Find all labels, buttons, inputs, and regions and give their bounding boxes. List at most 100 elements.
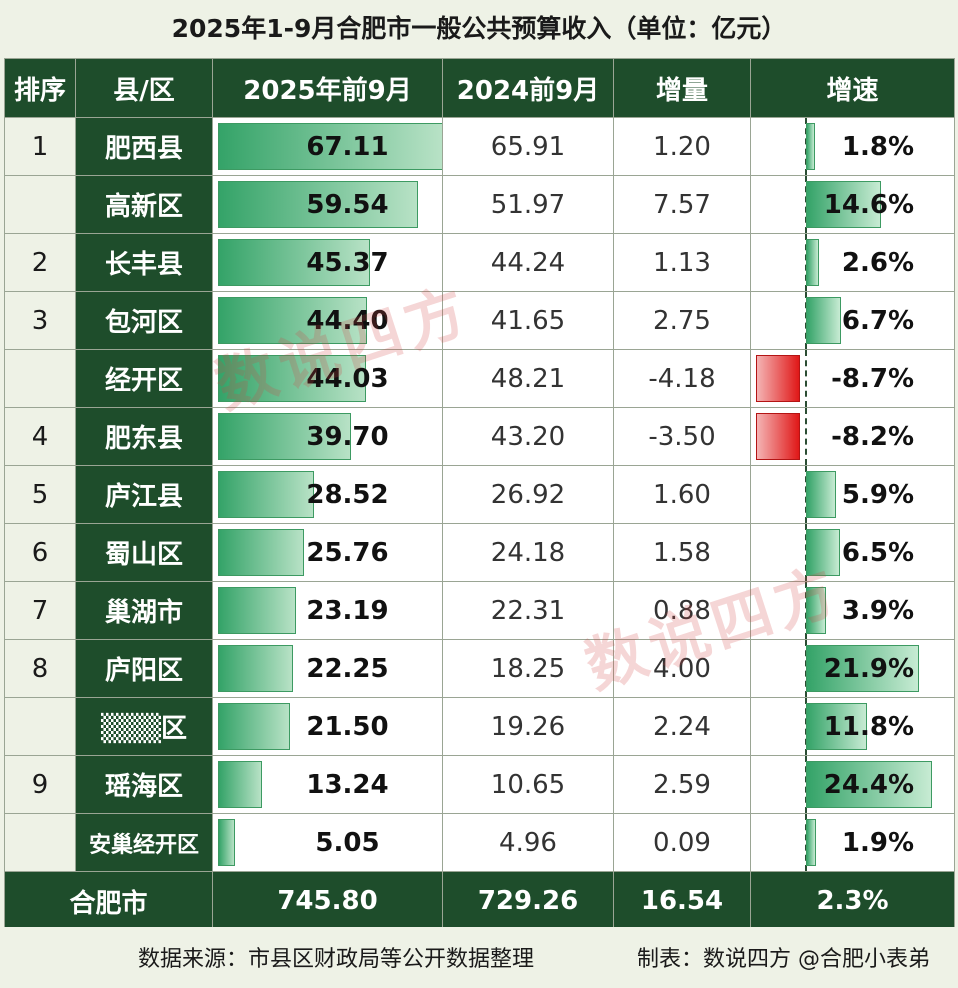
rank-cell: 6: [5, 524, 76, 582]
growth-label: 1.8%: [842, 118, 914, 175]
rank-cell: [5, 350, 76, 408]
growth-label: 21.9%: [824, 640, 914, 697]
value-2025-cell: 21.50: [213, 698, 443, 756]
value-2025-cell: 22.25: [213, 640, 443, 698]
growth-bar: [756, 355, 800, 402]
growth-cell: 11.8%: [751, 698, 955, 756]
growth-cell: 6.7%: [751, 292, 955, 350]
growth-cell: 2.6%: [751, 234, 955, 292]
growth-zero-axis: [805, 350, 807, 407]
value-2024-cell: 65.91: [443, 118, 614, 176]
delta-cell: 1.13: [614, 234, 751, 292]
table-title: 2025年1-9月合肥市一般公共预算收入（单位：亿元）: [0, 0, 958, 58]
growth-label: 6.5%: [842, 524, 914, 581]
district-name-cell: 长丰县: [76, 234, 213, 292]
rank-cell: 9: [5, 756, 76, 814]
growth-cell: -8.2%: [751, 408, 955, 466]
rank-cell: 3: [5, 292, 76, 350]
value-2025-label: 28.52: [213, 466, 442, 523]
growth-label: 3.9%: [842, 582, 914, 639]
table-row: 1 肥西县 67.11 65.91 1.20 1.8%: [5, 118, 955, 176]
value-2025-label: 45.37: [213, 234, 442, 291]
value-2025-cell: 39.70: [213, 408, 443, 466]
growth-label: 14.6%: [824, 176, 914, 233]
growth-cell: 14.6%: [751, 176, 955, 234]
table-row: 8 庐阳区 22.25 18.25 4.00 21.9%: [5, 640, 955, 698]
growth-cell: -8.7%: [751, 350, 955, 408]
value-2025-label: 5.05: [213, 814, 442, 871]
rank-cell: [5, 814, 76, 872]
value-2025-label: 67.11: [213, 118, 442, 175]
value-2025-cell: 59.54: [213, 176, 443, 234]
value-2025-label: 22.25: [213, 640, 442, 697]
district-name-cell: 包河区: [76, 292, 213, 350]
district-name-cell: 庐阳区: [76, 640, 213, 698]
value-2025-label: 23.19: [213, 582, 442, 639]
value-2024-cell: 19.26: [443, 698, 614, 756]
growth-zero-axis: [805, 408, 807, 465]
col-header-rank: 排序: [5, 59, 76, 118]
delta-cell: -4.18: [614, 350, 751, 408]
district-name-cell: ▒▒▒区: [76, 698, 213, 756]
district-name-cell: 肥西县: [76, 118, 213, 176]
value-2025-label: 21.50: [213, 698, 442, 755]
growth-label: 11.8%: [824, 698, 914, 755]
growth-bar: [806, 819, 816, 866]
value-2025-cell: 5.05: [213, 814, 443, 872]
growth-cell: 5.9%: [751, 466, 955, 524]
rank-cell: 8: [5, 640, 76, 698]
value-2024-cell: 41.65: [443, 292, 614, 350]
growth-cell: 21.9%: [751, 640, 955, 698]
district-name-cell: 肥东县: [76, 408, 213, 466]
delta-cell: 4.00: [614, 640, 751, 698]
value-2024-cell: 18.25: [443, 640, 614, 698]
delta-cell: 1.60: [614, 466, 751, 524]
growth-label: 6.7%: [842, 292, 914, 349]
delta-cell: 2.75: [614, 292, 751, 350]
total-2025: 745.80: [213, 872, 443, 931]
value-2024-cell: 22.31: [443, 582, 614, 640]
value-2024-cell: 44.24: [443, 234, 614, 292]
delta-cell: -3.50: [614, 408, 751, 466]
value-2025-label: 39.70: [213, 408, 442, 465]
growth-bar: [806, 239, 819, 286]
growth-label: 5.9%: [842, 466, 914, 523]
total-row: 合肥市 745.80 729.26 16.54 2.3%: [5, 872, 955, 931]
rank-cell: 5: [5, 466, 76, 524]
growth-label: -8.2%: [831, 408, 914, 465]
total-delta: 16.54: [614, 872, 751, 931]
table-row: ▒▒▒区 21.50 19.26 2.24 11.8%: [5, 698, 955, 756]
growth-bar: [806, 587, 826, 634]
value-2024-cell: 10.65: [443, 756, 614, 814]
value-2025-cell: 13.24: [213, 756, 443, 814]
table-row: 4 肥东县 39.70 43.20 -3.50 -8.2%: [5, 408, 955, 466]
delta-cell: 2.59: [614, 756, 751, 814]
total-growth: 2.3%: [751, 872, 955, 931]
district-name-cell: 经开区: [76, 350, 213, 408]
rank-cell: 7: [5, 582, 76, 640]
growth-cell: 1.8%: [751, 118, 955, 176]
footer-source: 数据来源：市县区财政局等公开数据整理: [138, 941, 534, 973]
growth-bar: [806, 529, 840, 576]
district-name-cell: 高新区: [76, 176, 213, 234]
value-2025-cell: 44.40: [213, 292, 443, 350]
value-2024-cell: 48.21: [443, 350, 614, 408]
growth-label: 1.9%: [842, 814, 914, 871]
footer: 数据来源：市县区财政局等公开数据整理 制表：数说四方 @合肥小表弟: [0, 927, 958, 988]
growth-cell: 3.9%: [751, 582, 955, 640]
rank-cell: 2: [5, 234, 76, 292]
rank-cell: [5, 698, 76, 756]
delta-cell: 2.24: [614, 698, 751, 756]
growth-cell: 1.9%: [751, 814, 955, 872]
delta-cell: 0.88: [614, 582, 751, 640]
rank-cell: 4: [5, 408, 76, 466]
value-2025-label: 13.24: [213, 756, 442, 813]
value-2025-cell: 28.52: [213, 466, 443, 524]
value-2025-label: 44.40: [213, 292, 442, 349]
value-2025-label: 44.03: [213, 350, 442, 407]
rank-cell: 1: [5, 118, 76, 176]
district-name-cell: 瑶海区: [76, 756, 213, 814]
delta-cell: 1.58: [614, 524, 751, 582]
growth-cell: 6.5%: [751, 524, 955, 582]
